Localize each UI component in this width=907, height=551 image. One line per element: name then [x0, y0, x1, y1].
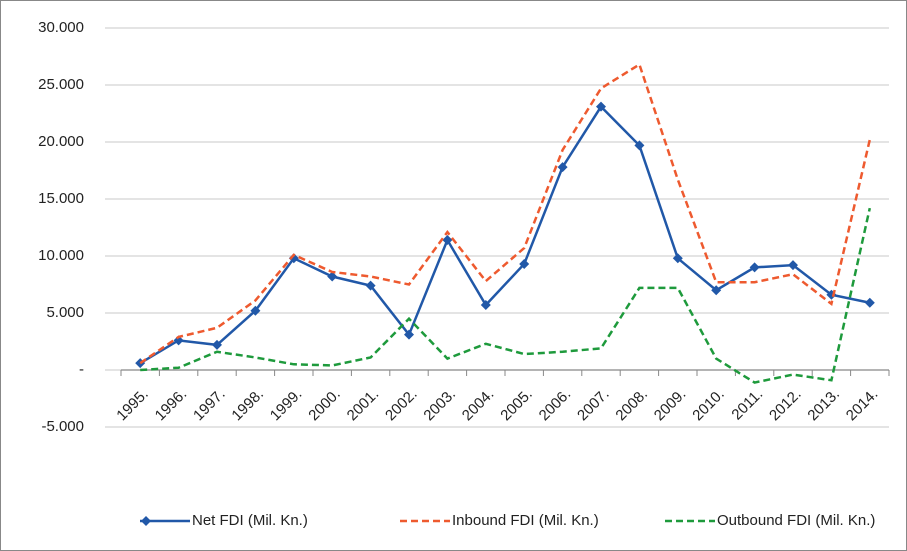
legend-label: Net FDI (Mil. Kn.): [192, 512, 308, 529]
y-tick-label: 20.000: [38, 133, 84, 150]
series-line: [140, 207, 872, 384]
point-marker: [365, 280, 376, 291]
point-marker: [212, 339, 222, 350]
y-tick-label: 30.000: [38, 19, 84, 36]
point-marker: [634, 140, 645, 151]
point-marker: [250, 305, 261, 316]
point-marker: [864, 297, 875, 308]
point-marker: [327, 271, 338, 282]
y-tick-label: 10.000: [38, 247, 84, 264]
point-marker: [711, 285, 722, 296]
y-tick-label: 15.000: [38, 190, 84, 207]
point-marker: [557, 162, 568, 173]
point-marker: [749, 262, 760, 273]
point-marker: [173, 335, 184, 346]
legend-label: Inbound FDI (Mil. Kn.): [452, 512, 599, 529]
y-tick-label: 5.000: [46, 304, 84, 321]
point-marker: [442, 235, 453, 246]
point-marker: [288, 253, 299, 264]
point-marker: [519, 258, 530, 269]
y-tick-label: -5.000: [41, 418, 84, 435]
y-tick-label: -: [79, 361, 84, 378]
legend-label: Outbound FDI (Mil. Kn.): [717, 512, 875, 529]
series-line: [139, 104, 871, 365]
point-marker: [788, 260, 798, 271]
y-tick-label: 25.000: [38, 76, 84, 93]
point-marker: [596, 101, 606, 112]
point-marker: [480, 300, 491, 311]
point-marker: [672, 253, 683, 264]
series-line: [139, 62, 872, 365]
legend-marker: [141, 516, 151, 526]
point-marker: [404, 329, 414, 340]
